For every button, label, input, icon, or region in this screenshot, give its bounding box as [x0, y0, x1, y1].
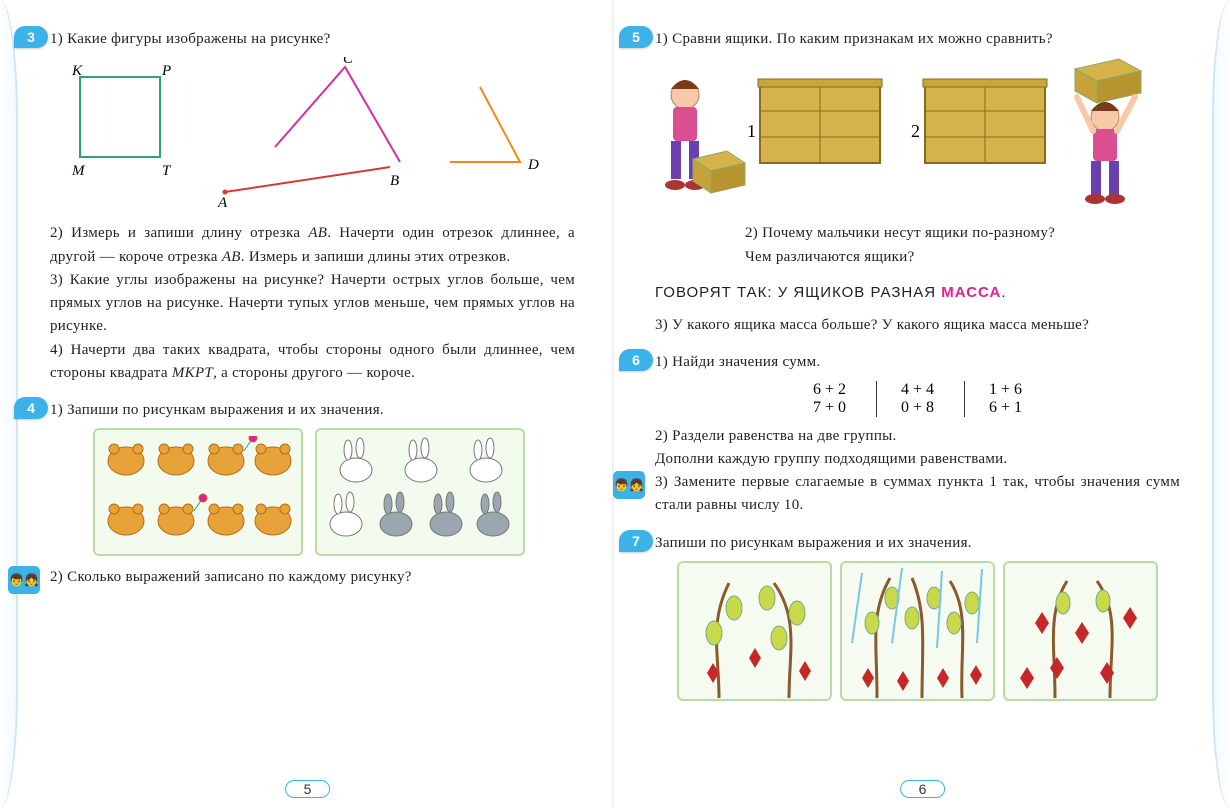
- label-T: T: [162, 163, 172, 179]
- sums-table: 6 + 27 + 0 4 + 40 + 8 1 + 66 + 1: [655, 381, 1180, 417]
- ex4-q2: 2) Сколько выражений записано по каждому…: [50, 566, 575, 589]
- exercise-number-badge: 7: [619, 530, 653, 552]
- ex5-figure: 1 2: [655, 57, 1180, 212]
- ex4-figure: [50, 428, 575, 556]
- exercise-4: 4 1) Запиши по рисункам выражения и их з…: [50, 399, 575, 590]
- ex5-q2a: 2) Почему мальчики несут ящики по-разном…: [655, 222, 1180, 245]
- ex3-q4: 4) Начерти два таких квадрата, чтобы сто…: [50, 339, 575, 386]
- exercise-7: 7 Запиши по рисункам выражения и их знач…: [655, 532, 1180, 701]
- ex6-q2: 2) Раздели равенства на две группы.: [655, 425, 1180, 448]
- ex5-say: ГОВОРЯТ ТАК: У ЯЩИКОВ РАЗНАЯ МАССА.: [655, 281, 1180, 304]
- label-D: D: [527, 157, 539, 173]
- pair-work-icon: [613, 471, 645, 499]
- exercise-5: 5 1) Сравни ящики. По каким признакам их…: [655, 28, 1180, 337]
- label-K: K: [71, 63, 83, 79]
- geometry-svg: K P M T A B C D: [50, 57, 550, 207]
- sum: 6 + 1: [989, 399, 1022, 417]
- ex6-q2b: Дополни каждую группу подходящими равенс…: [655, 448, 1180, 471]
- ex3-q1: 1) Какие фигуры изображены на рисунке?: [50, 28, 575, 51]
- page-curve: [1212, 0, 1230, 808]
- sum: 1 + 6: [989, 381, 1022, 399]
- ex6-q1: 1) Найди значения сумм.: [655, 351, 1180, 374]
- ex7-figure: [655, 561, 1180, 701]
- ex3-figure: K P M T A B C D: [50, 57, 575, 212]
- label-B: B: [390, 173, 399, 189]
- ex7-q: Запиши по рисункам выражения и их значен…: [655, 532, 1180, 555]
- crate-label-2: 2: [911, 121, 920, 141]
- sum: 0 + 8: [901, 399, 934, 417]
- label-A: A: [217, 195, 228, 207]
- exercise-number-badge: 4: [14, 397, 48, 419]
- sum: 4 + 4: [901, 381, 934, 399]
- ex3-q3: 3) Какие углы изображены на рисунке? Нач…: [50, 269, 575, 339]
- ex4-q1: 1) Запиши по рисункам выражения и их зна…: [50, 399, 575, 422]
- ex5-q1: 1) Сравни ящики. По каким признакам их м…: [655, 28, 1180, 51]
- ex3-q2: 2) Измерь и запиши длину отрезка AB. Нач…: [50, 222, 575, 269]
- exercise-number-badge: 6: [619, 349, 653, 371]
- exercise-3: 3 1) Какие фигуры изображены на рисунке?…: [50, 28, 575, 385]
- pair-work-icon: [8, 566, 40, 594]
- page-right: 5 1) Сравни ящики. По каким признакам их…: [615, 0, 1230, 808]
- exercise-6: 6 1) Найди значения сумм. 6 + 27 + 0 4 +…: [655, 351, 1180, 517]
- sum: 7 + 0: [813, 399, 846, 417]
- label-P: P: [161, 63, 171, 79]
- sum: 6 + 2: [813, 381, 846, 399]
- crate-label-1: 1: [747, 121, 756, 141]
- ex5-q3: 3) У какого ящика масса больше? У какого…: [655, 314, 1180, 337]
- exercise-number-badge: 3: [14, 26, 48, 48]
- ex5-q2b: Чем различаются ящики?: [655, 246, 1180, 269]
- tigers-panel: [93, 428, 303, 556]
- plant-panel-3: [1003, 561, 1158, 701]
- ex6-q3: 3) Замените первые слагаемые в суммах пу…: [655, 471, 1180, 518]
- label-C: C: [343, 57, 354, 67]
- plant-panel-1: [677, 561, 832, 701]
- label-M: M: [71, 163, 86, 179]
- rabbits-panel: [315, 428, 525, 556]
- page-number-right: 6: [900, 780, 946, 798]
- page-left: 3 1) Какие фигуры изображены на рисунке?…: [0, 0, 615, 808]
- plant-panel-2: [840, 561, 995, 701]
- page-number-left: 5: [285, 780, 331, 798]
- exercise-number-badge: 5: [619, 26, 653, 48]
